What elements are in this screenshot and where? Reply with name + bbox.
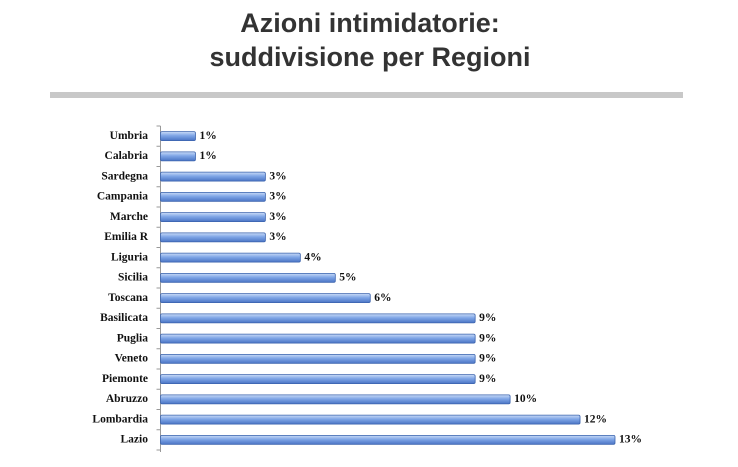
category-label: Sicilia <box>118 272 148 284</box>
category-label: Lombardia <box>92 413 148 425</box>
category-label: Umbria <box>110 130 149 142</box>
bar <box>160 313 476 324</box>
bar <box>160 131 196 142</box>
category-label: Emilia R <box>104 231 148 243</box>
value-label: 6% <box>374 292 391 304</box>
value-label: 4% <box>304 251 321 263</box>
value-label: 9% <box>479 332 496 344</box>
value-label: 5% <box>339 272 356 284</box>
chart-subtitle: suddivisione per Regioni <box>209 42 530 72</box>
bar <box>160 232 266 243</box>
title-rule <box>50 92 683 98</box>
category-label: Calabria <box>105 150 149 162</box>
category-label: Veneto <box>115 353 149 365</box>
value-label: 1% <box>199 130 216 142</box>
value-label: 12% <box>584 413 607 425</box>
value-label: 10% <box>514 393 537 405</box>
bar <box>160 171 266 182</box>
bar <box>160 151 196 162</box>
value-label: 3% <box>269 191 286 203</box>
category-label: Marche <box>110 211 148 223</box>
category-label: Liguria <box>111 251 148 263</box>
category-label: Campania <box>97 191 148 203</box>
category-label: Piemonte <box>102 373 148 385</box>
chart-title: Azioni intimidatorie: <box>240 8 500 38</box>
category-label: Lazio <box>121 434 149 446</box>
bar <box>160 252 301 263</box>
bar <box>160 414 581 425</box>
category-label: Puglia <box>117 332 149 344</box>
bar <box>160 374 476 385</box>
category-label: Sardegna <box>101 170 148 182</box>
value-label: 9% <box>479 373 496 385</box>
bar <box>160 212 266 223</box>
value-label: 3% <box>269 211 286 223</box>
value-label: 9% <box>479 312 496 324</box>
category-label: Abruzzo <box>106 393 148 405</box>
bar <box>160 353 476 364</box>
value-label: 1% <box>199 150 216 162</box>
bar <box>160 394 511 405</box>
category-label: Basilicata <box>100 312 148 324</box>
category-label: Toscana <box>108 292 148 304</box>
value-label: 3% <box>269 170 286 182</box>
bar <box>160 333 476 344</box>
bar <box>160 293 371 304</box>
bar <box>160 272 336 283</box>
value-label: 9% <box>479 353 496 365</box>
value-label: 13% <box>619 434 642 446</box>
value-label: 3% <box>269 231 286 243</box>
bar <box>160 191 266 202</box>
bar <box>160 434 616 445</box>
